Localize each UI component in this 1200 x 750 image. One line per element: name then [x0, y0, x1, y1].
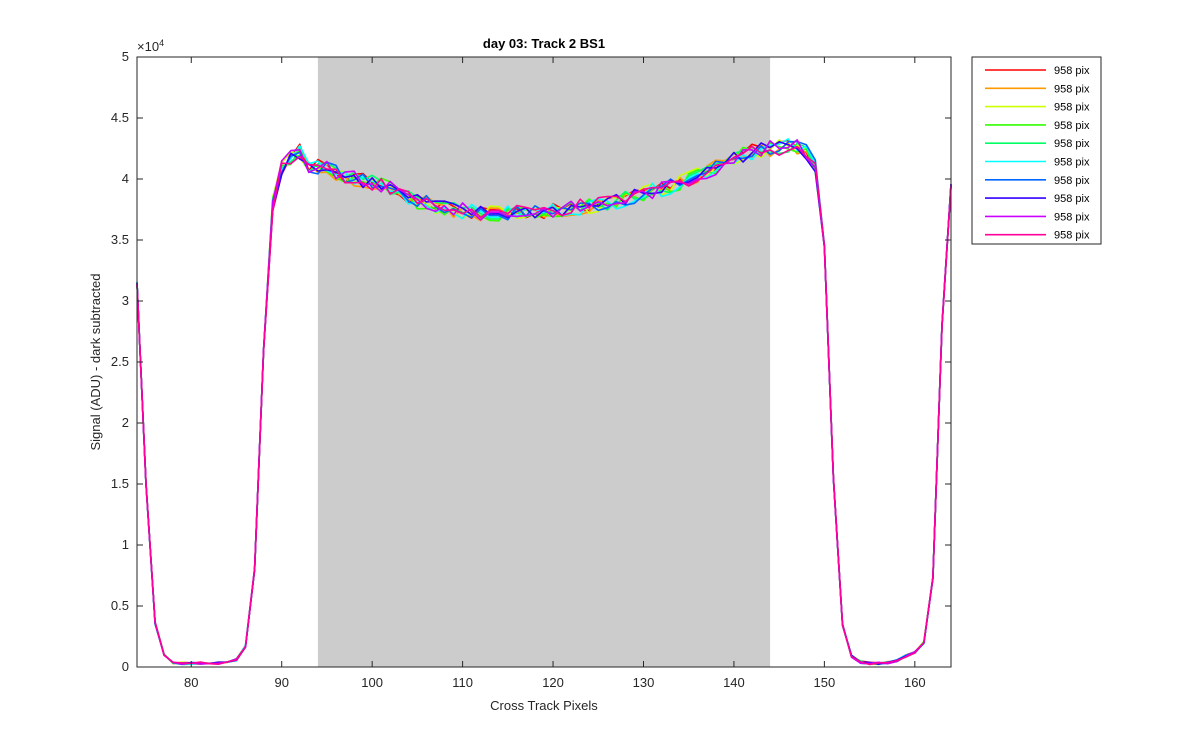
- y-tick-label: 2: [122, 415, 129, 430]
- y-tick-label: 2.5: [111, 354, 129, 369]
- x-axis-ticks: 80 90 100 110 120 130 140 150 160: [184, 57, 926, 690]
- x-tick-label: 140: [723, 675, 745, 690]
- legend-label: 958 pix: [1054, 175, 1090, 187]
- shaded-region: [317, 57, 771, 667]
- legend-label: 958 pix: [1054, 157, 1090, 169]
- x-tick-label: 160: [904, 675, 926, 690]
- x-tick-label: 130: [633, 675, 655, 690]
- x-axis-label: Cross Track Pixels: [490, 698, 598, 713]
- legend-label: 958 pix: [1054, 230, 1090, 242]
- x-tick-label: 120: [542, 675, 564, 690]
- y-axis-label: Signal (ADU) - dark subtracted: [88, 273, 103, 450]
- x-tick-label: 100: [361, 675, 383, 690]
- y-tick-label: 3.5: [111, 232, 129, 247]
- y-tick-label: 5: [122, 49, 129, 64]
- legend-label: 958 pix: [1054, 193, 1090, 205]
- legend-label: 958 pix: [1054, 83, 1090, 95]
- x-tick-label: 80: [184, 675, 198, 690]
- legend: 958 pix 958 pix 958 pix 958 pix 958 pix 958 p…: [971, 56, 1102, 245]
- y-tick-label: 0: [122, 659, 129, 674]
- y-tick-label: 1.5: [111, 476, 129, 491]
- legend-label: 958 pix: [1054, 65, 1090, 77]
- legend-label: 958 pix: [1054, 120, 1090, 132]
- y-tick-label: 4.5: [111, 110, 129, 125]
- y-tick-label: 4: [122, 171, 129, 186]
- x-tick-label: 90: [274, 675, 288, 690]
- x-tick-label: 150: [814, 675, 836, 690]
- y-axis-ticks: 0 0.5 1 1.5 2 2.5 3 3.5 4 4.5 5: [111, 49, 951, 674]
- y-tick-label: 1: [122, 537, 129, 552]
- legend-label: 958 pix: [1054, 211, 1090, 223]
- y-exponent: ×104: [137, 38, 164, 54]
- series-group: [136, 138, 952, 666]
- x-tick-label: 110: [452, 675, 473, 690]
- series-line: [136, 145, 952, 666]
- legend-label: 958 pix: [1054, 102, 1090, 114]
- legend-label: 958 pix: [1054, 138, 1090, 150]
- y-tick-label: 0.5: [111, 598, 129, 613]
- y-tick-label: 3: [122, 293, 129, 308]
- chart-title: day 03: Track 2 BS1: [483, 36, 605, 51]
